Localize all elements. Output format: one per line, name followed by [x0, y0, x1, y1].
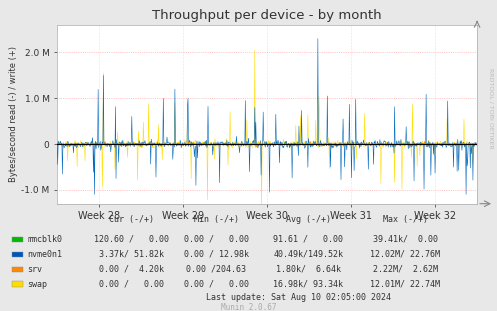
Text: 3.37k/ 51.82k: 3.37k/ 51.82k [99, 250, 164, 259]
Text: 2.22M/  2.62M: 2.22M/ 2.62M [373, 265, 437, 274]
Text: 12.02M/ 22.76M: 12.02M/ 22.76M [370, 250, 440, 259]
Text: 0.00 /   0.00: 0.00 / 0.00 [184, 280, 248, 289]
Text: Avg (-/+): Avg (-/+) [286, 215, 331, 224]
Text: RRDTOOL / TOBI OETIKER: RRDTOOL / TOBI OETIKER [489, 68, 494, 149]
Y-axis label: Bytes/second read (-) / write (+): Bytes/second read (-) / write (+) [9, 46, 18, 182]
Text: 120.60 /   0.00: 120.60 / 0.00 [94, 235, 169, 244]
Text: Munin 2.0.67: Munin 2.0.67 [221, 304, 276, 311]
Text: 16.98k/ 93.34k: 16.98k/ 93.34k [273, 280, 343, 289]
Text: 0.00 /   0.00: 0.00 / 0.00 [184, 235, 248, 244]
Text: 0.00 / 12.98k: 0.00 / 12.98k [184, 250, 248, 259]
Text: 91.61 /   0.00: 91.61 / 0.00 [273, 235, 343, 244]
Text: mmcblk0: mmcblk0 [27, 235, 62, 244]
Text: 0.00 /  4.20k: 0.00 / 4.20k [99, 265, 164, 274]
Text: 0.00 /204.63: 0.00 /204.63 [186, 265, 246, 274]
Text: 40.49k/149.52k: 40.49k/149.52k [273, 250, 343, 259]
Text: srv: srv [27, 265, 42, 274]
Text: 39.41k/  0.00: 39.41k/ 0.00 [373, 235, 437, 244]
Text: 0.00 /   0.00: 0.00 / 0.00 [99, 280, 164, 289]
Text: 12.01M/ 22.74M: 12.01M/ 22.74M [370, 280, 440, 289]
Text: Min (-/+): Min (-/+) [194, 215, 239, 224]
Text: swap: swap [27, 280, 47, 289]
Text: Last update: Sat Aug 10 02:05:00 2024: Last update: Sat Aug 10 02:05:00 2024 [206, 294, 391, 302]
Title: Throughput per device - by month: Throughput per device - by month [152, 9, 382, 22]
Text: nvme0n1: nvme0n1 [27, 250, 62, 259]
Text: Cur (-/+): Cur (-/+) [109, 215, 154, 224]
Text: 1.80k/  6.64k: 1.80k/ 6.64k [276, 265, 340, 274]
Text: Max (-/+): Max (-/+) [383, 215, 427, 224]
